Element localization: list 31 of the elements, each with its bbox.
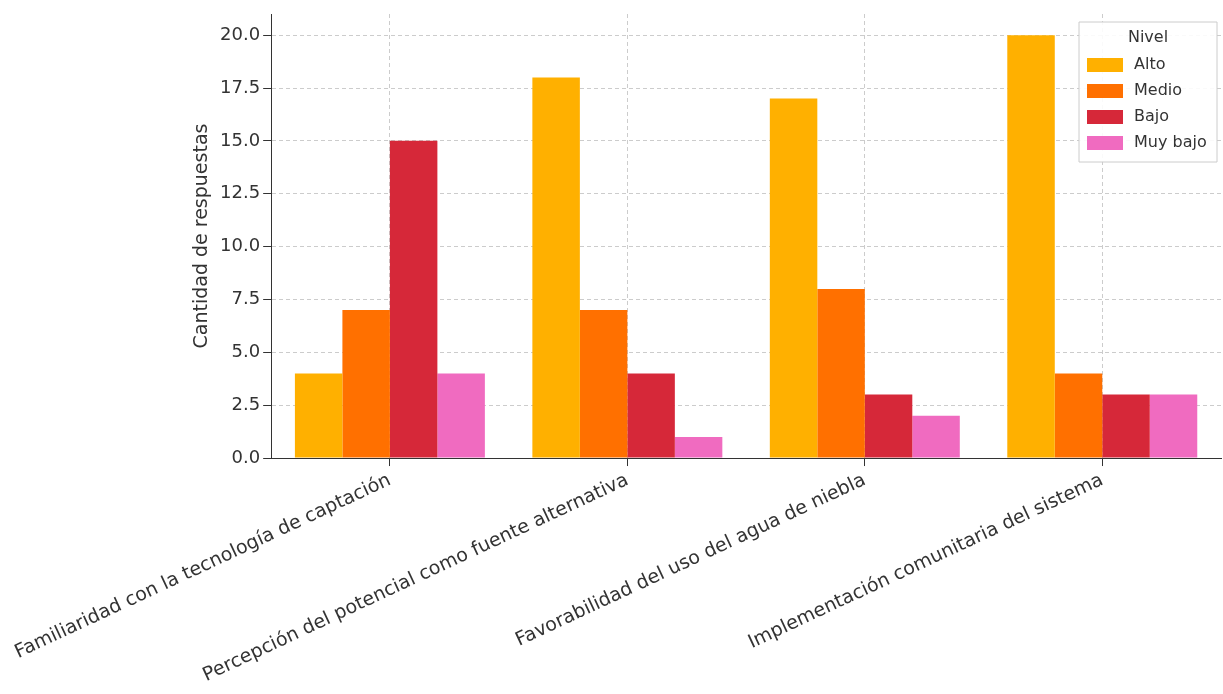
legend-label: Muy bajo: [1134, 132, 1207, 152]
y-tick-label: 17.5: [220, 75, 261, 97]
bar: [532, 77, 580, 458]
bar: [1149, 394, 1198, 458]
bar: [1102, 394, 1150, 458]
legend-label: Medio: [1134, 80, 1183, 100]
bar: [1007, 35, 1055, 458]
bar: [1054, 373, 1103, 458]
legend-title: Nivel: [1127, 27, 1169, 47]
y-tick-label: 5.0: [231, 339, 261, 361]
bar: [912, 415, 960, 458]
bar: [817, 288, 865, 458]
bar: [389, 140, 438, 458]
bar: [579, 310, 628, 458]
legend-label: Alto: [1134, 54, 1166, 74]
bar: [342, 310, 390, 458]
y-tick-label: 2.5: [231, 392, 261, 414]
y-tick-label: 7.5: [231, 287, 261, 309]
y-tick-label: 0.0: [231, 445, 261, 467]
bar: [769, 98, 818, 458]
y-tick-label: 20.0: [220, 22, 261, 44]
legend-label: Bajo: [1134, 106, 1170, 126]
bar: [674, 436, 723, 458]
bar: [437, 373, 485, 458]
bar: [294, 373, 343, 458]
y-tick-label: 10.0: [220, 234, 261, 256]
y-axis-title: Cantidad de respuestas: [188, 123, 211, 349]
bar: [864, 394, 913, 458]
y-tick-label: 12.5: [220, 181, 261, 203]
bar: [627, 373, 675, 458]
y-tick-label: 15.0: [220, 128, 261, 150]
